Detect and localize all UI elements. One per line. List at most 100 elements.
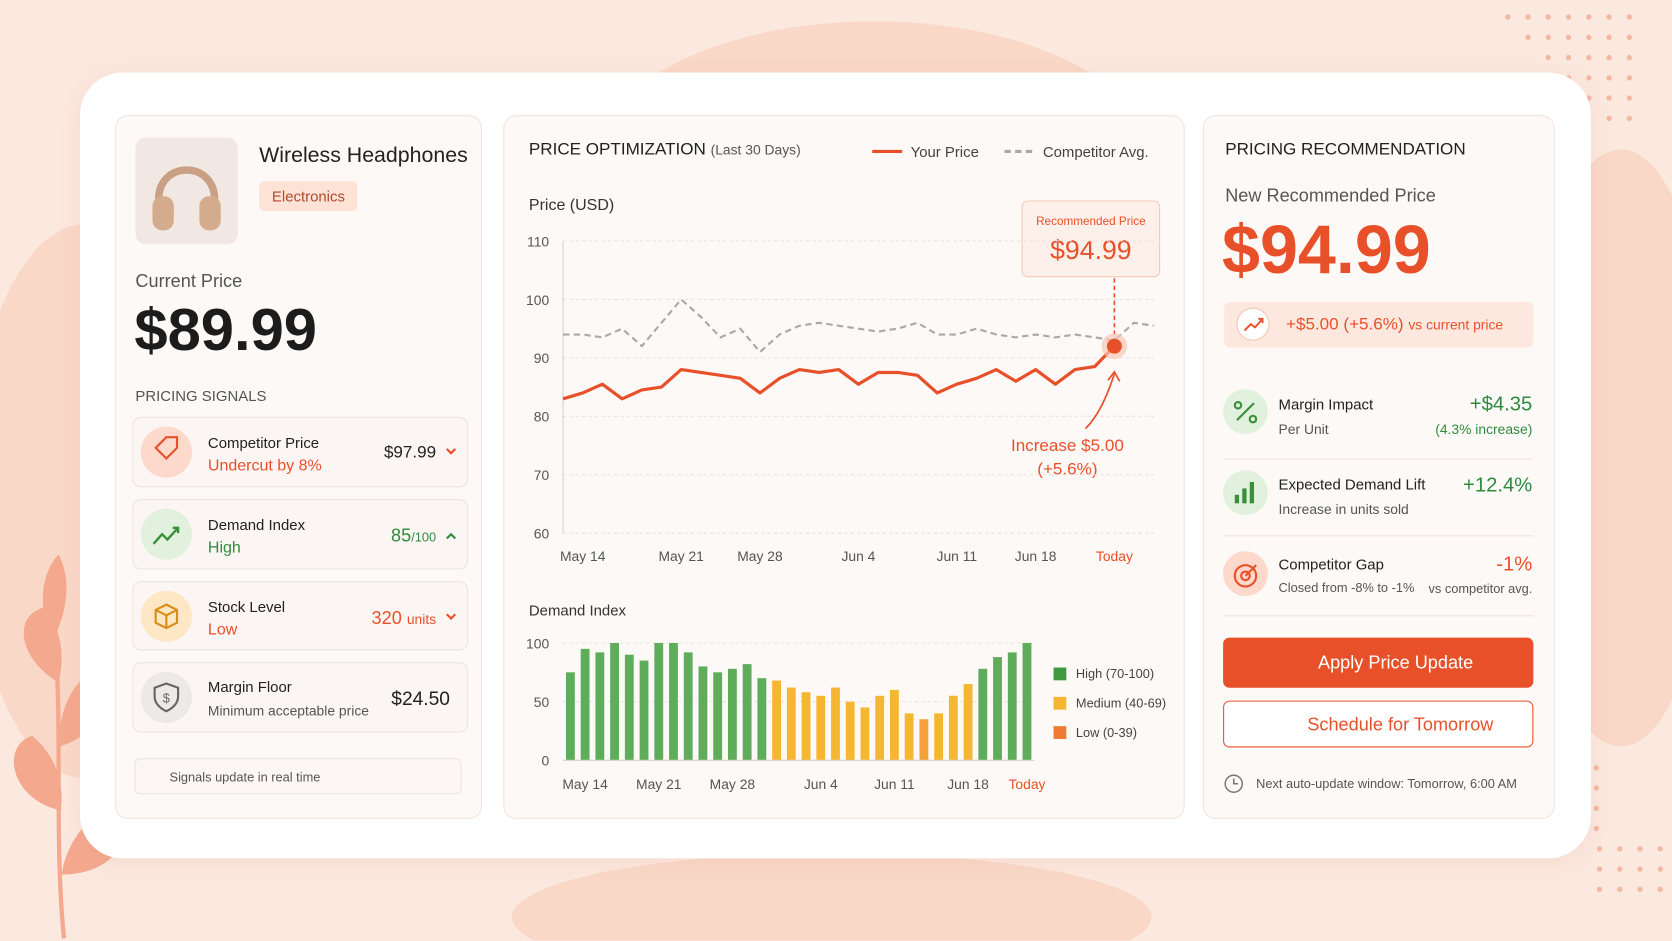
decor-dot [1606,95,1612,101]
product-image [135,137,238,245]
decor-dot [1596,866,1603,872]
note-box [134,758,462,795]
metric-detail: vs competitor avg. [1428,581,1533,597]
apply-button-label: Apply Price Update [1317,652,1474,673]
category-chip: Electronics [259,181,358,212]
note: Signals update in real time [169,769,321,785]
product-name: Wireless Headphones [259,143,468,168]
decor-dot [1626,14,1633,20]
signal-unit: units [406,611,437,628]
decor-dot [1565,34,1572,40]
decor-dot [1657,886,1663,892]
decor-dot [1626,115,1633,122]
decor-dot [1596,886,1603,892]
signal-status: Undercut by 8% [207,456,322,475]
price-change: +$5.00 (+5.6%) vs current price [1285,315,1504,334]
decor-dot [1593,765,1599,771]
footer-note: Next auto-update window: Tomorrow, 6:00 … [1256,776,1517,792]
signal-name: Demand Index [207,516,306,534]
decor-dot [1525,34,1531,40]
decor-dot [1657,866,1663,872]
signals-title: PRICING SIGNALS [135,387,267,405]
signal-unit: /100 [411,529,437,545]
apply-button[interactable] [1223,637,1534,688]
decor-dot [1626,95,1633,101]
change-box [1224,301,1534,348]
metric-detail: (4.3% increase) [1435,421,1533,438]
decor-dot [1586,75,1592,81]
decor-dot [1596,846,1603,852]
metric-sub: Increase in units sold [1278,501,1409,518]
signal-number: 85 [391,525,412,546]
current-price: $89.99 [134,295,317,363]
separator [1223,615,1534,617]
metric-value: +12.4% [1463,474,1533,497]
metric-name: Expected Demand Lift [1278,475,1426,493]
decor-dot [1637,886,1643,892]
y-axis-label: Price (USD) [528,196,615,215]
recommendation-title: PRICING RECOMMENDATION [1225,140,1466,159]
separator [1223,458,1534,460]
price-change-value: +$5.00 (+5.6%) [1285,315,1404,334]
decor-dot [1586,54,1592,61]
headphones-icon [152,166,221,231]
decor-dot [1617,866,1623,872]
current-price-label: Current Price [135,270,243,292]
metric-name: Margin Impact [1278,395,1374,413]
signal-value: 85/100 [391,527,436,545]
schedule-button[interactable] [1223,700,1534,748]
metric-sub: Closed from -8% to -1% [1278,580,1415,596]
signal-number: 320 [371,607,402,629]
decor-dot [1525,14,1531,20]
decor-dot [1505,14,1511,20]
decor-dot [1606,14,1612,20]
metric-value: +$4.35 [1469,393,1533,416]
recommended-price: $94.99 [1222,211,1431,288]
decor-dot [1626,75,1633,81]
callout-value: $94.99 [1050,235,1132,266]
signal-value: $24.50 [391,687,450,710]
decor-dot [1617,846,1623,852]
signal-value: 320 units [372,609,437,627]
signal-status: Minimum acceptable price [207,702,369,719]
schedule-button-label: Schedule for Tomorrow [1307,714,1494,735]
decor-dot [1586,14,1592,20]
decor-dot [1586,34,1592,40]
chart-title: PRICE OPTIMIZATION (Last 30 Days) [528,140,801,159]
decor-dot [1606,34,1612,40]
signal-status: Low [207,620,238,639]
decor-dot [1637,866,1643,872]
price-change-suffix: vs current price [1408,316,1504,333]
signal-name: Stock Level [207,598,286,616]
decor-dot [1545,14,1551,20]
decor-dot [1545,34,1551,40]
decor-dot [1637,846,1643,852]
decor-dot [1626,34,1633,40]
chart-title-text: PRICE OPTIMIZATION [528,140,706,159]
separator [1223,535,1534,537]
decor-dot [1657,846,1663,852]
signal-status: High [207,538,241,557]
decor-dot [1593,825,1599,832]
signal-name: Margin Floor [207,678,292,696]
decor-dot [1606,54,1612,61]
annotation: Increase $5.00 [1010,437,1124,456]
metric-value: -1% [1496,553,1533,576]
signal-name: Competitor Price [207,433,320,452]
annotation: (+5.6%) [1037,460,1098,479]
decor-dot [1593,785,1599,791]
decor-dot [1617,886,1623,892]
decor-dot [1606,115,1612,122]
decor-dot [1593,805,1599,811]
metric-sub: Per Unit [1278,421,1329,438]
chart-title: Demand Index [528,601,627,619]
chart-subtitle: (Last 30 Days) [710,141,801,158]
decor-dot [1565,54,1572,61]
decor-dot [1606,75,1612,81]
callout-title: Recommended Price [1036,215,1146,229]
decor-dot [1626,54,1633,61]
metric-name: Competitor Gap [1278,555,1384,573]
recommendation-subtitle: New Recommended Price [1225,185,1436,206]
decor-dot [1565,14,1572,20]
